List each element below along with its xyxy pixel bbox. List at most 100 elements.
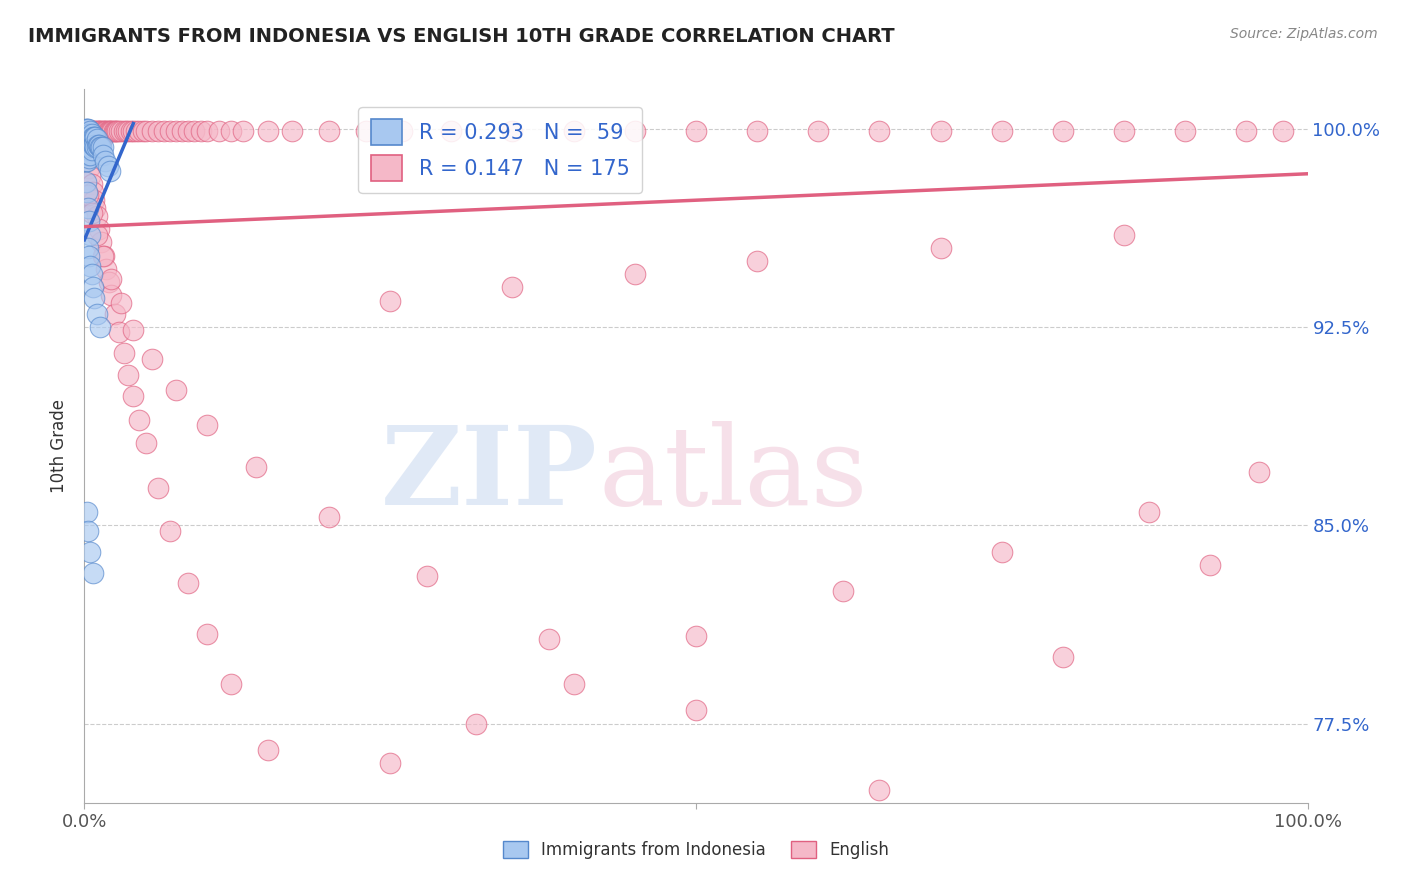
- Point: [77, 121, 100, 136]
- Point: [89, 124, 111, 138]
- Point: [190, 124, 212, 138]
- Point: [83, 137, 105, 152]
- Point: [502, 124, 524, 138]
- Point: [86, 209, 108, 223]
- Point: [97, 275, 120, 289]
- Point: [83, 129, 105, 144]
- Point: [77, 249, 100, 263]
- Point: [86, 124, 108, 138]
- Point: [77, 214, 100, 228]
- Point: [464, 716, 486, 731]
- Point: [90, 140, 112, 154]
- Point: [128, 412, 150, 426]
- Point: [77, 129, 100, 144]
- Point: [219, 124, 242, 138]
- Point: [82, 186, 104, 200]
- Point: [94, 124, 117, 138]
- Text: atlas: atlas: [598, 421, 868, 528]
- Point: [104, 307, 127, 321]
- Point: [502, 280, 524, 294]
- Point: [76, 505, 98, 519]
- Point: [80, 206, 103, 220]
- Point: [77, 129, 100, 144]
- Point: [97, 124, 120, 138]
- Point: [1114, 227, 1136, 242]
- Point: [80, 124, 103, 138]
- Point: [77, 124, 100, 138]
- Point: [991, 124, 1014, 138]
- Point: [82, 129, 104, 144]
- Point: [128, 124, 150, 138]
- Point: [77, 188, 100, 202]
- Point: [747, 124, 769, 138]
- Point: [76, 135, 98, 149]
- Point: [624, 267, 647, 281]
- Point: [91, 129, 114, 144]
- Point: [82, 280, 104, 294]
- Point: [135, 436, 157, 450]
- Point: [77, 127, 100, 141]
- Point: [87, 222, 110, 236]
- Point: [76, 129, 98, 144]
- Point: [79, 124, 101, 138]
- Point: [318, 124, 340, 138]
- Point: [89, 140, 111, 154]
- Point: [869, 782, 891, 797]
- Point: [76, 137, 98, 152]
- Point: [101, 124, 124, 138]
- Point: [117, 124, 139, 138]
- Point: [83, 291, 105, 305]
- Point: [76, 129, 98, 144]
- Point: [91, 124, 114, 138]
- Point: [125, 124, 148, 138]
- Point: [77, 135, 100, 149]
- Point: [87, 129, 110, 144]
- Y-axis label: 10th Grade: 10th Grade: [51, 399, 69, 493]
- Point: [112, 124, 135, 138]
- Point: [120, 124, 142, 138]
- Point: [1137, 505, 1160, 519]
- Point: [75, 129, 97, 144]
- Point: [110, 124, 132, 138]
- Point: [75, 143, 97, 157]
- Point: [991, 545, 1014, 559]
- Point: [165, 384, 187, 398]
- Text: Source: ZipAtlas.com: Source: ZipAtlas.com: [1230, 27, 1378, 41]
- Point: [91, 249, 114, 263]
- Point: [76, 121, 98, 136]
- Point: [135, 124, 157, 138]
- Point: [1174, 124, 1197, 138]
- Point: [98, 124, 121, 138]
- Point: [77, 143, 100, 157]
- Point: [75, 153, 97, 168]
- Point: [77, 161, 100, 176]
- Point: [115, 124, 138, 138]
- Point: [685, 124, 707, 138]
- Point: [747, 254, 769, 268]
- Point: [391, 124, 413, 138]
- Point: [79, 124, 101, 138]
- Point: [75, 132, 97, 146]
- Point: [440, 124, 463, 138]
- Point: [929, 124, 952, 138]
- Point: [76, 145, 98, 160]
- Point: [82, 129, 104, 144]
- Point: [90, 129, 112, 144]
- Point: [77, 151, 100, 165]
- Point: [685, 629, 707, 643]
- Point: [257, 743, 280, 757]
- Point: [1247, 466, 1270, 480]
- Point: [76, 124, 98, 138]
- Point: [93, 249, 115, 263]
- Point: [90, 235, 112, 250]
- Point: [141, 124, 163, 138]
- Point: [807, 124, 830, 138]
- Point: [77, 140, 100, 154]
- Point: [75, 121, 97, 136]
- Point: [77, 140, 100, 154]
- Point: [624, 124, 647, 138]
- Point: [91, 140, 114, 154]
- Legend: Immigrants from Indonesia, English: Immigrants from Indonesia, English: [496, 834, 896, 866]
- Point: [91, 148, 114, 162]
- Point: [103, 124, 125, 138]
